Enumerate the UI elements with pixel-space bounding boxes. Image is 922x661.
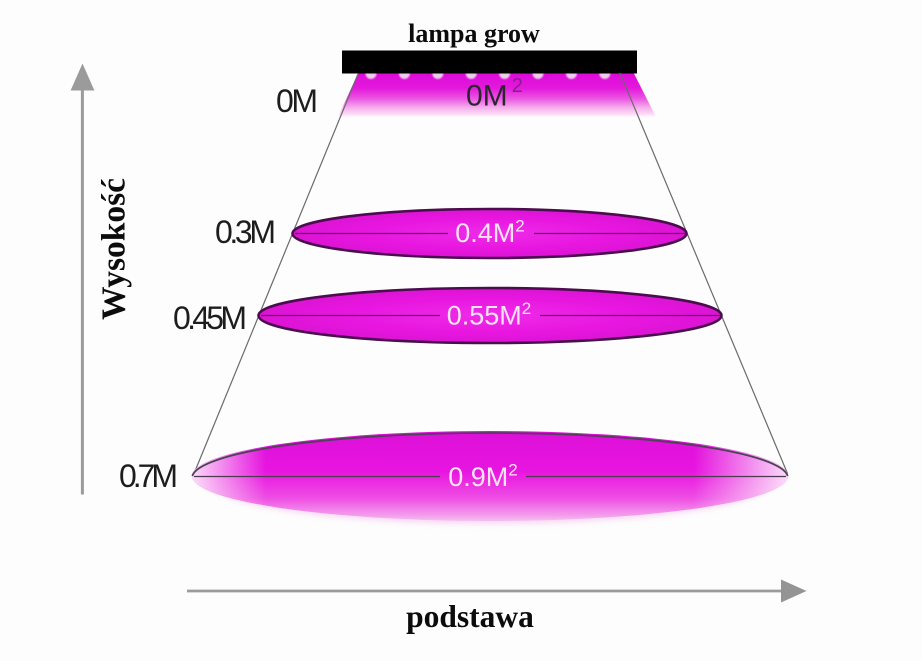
svg-text:0.4M2: 0.4M2 <box>455 217 525 249</box>
svg-text:0.9M2: 0.9M2 <box>448 461 518 493</box>
svg-text:Wysokość: Wysokość <box>96 178 133 320</box>
svg-text:0.7M: 0.7M <box>119 458 178 494</box>
svg-text:0.45M: 0.45M <box>173 300 247 336</box>
svg-text:0.3M: 0.3M <box>215 214 276 250</box>
svg-text:0.55M2: 0.55M2 <box>447 299 532 331</box>
svg-text:0M: 0M <box>276 83 318 119</box>
svg-text:lampa grow: lampa grow <box>408 19 540 48</box>
svg-text:podstawa: podstawa <box>406 599 534 634</box>
